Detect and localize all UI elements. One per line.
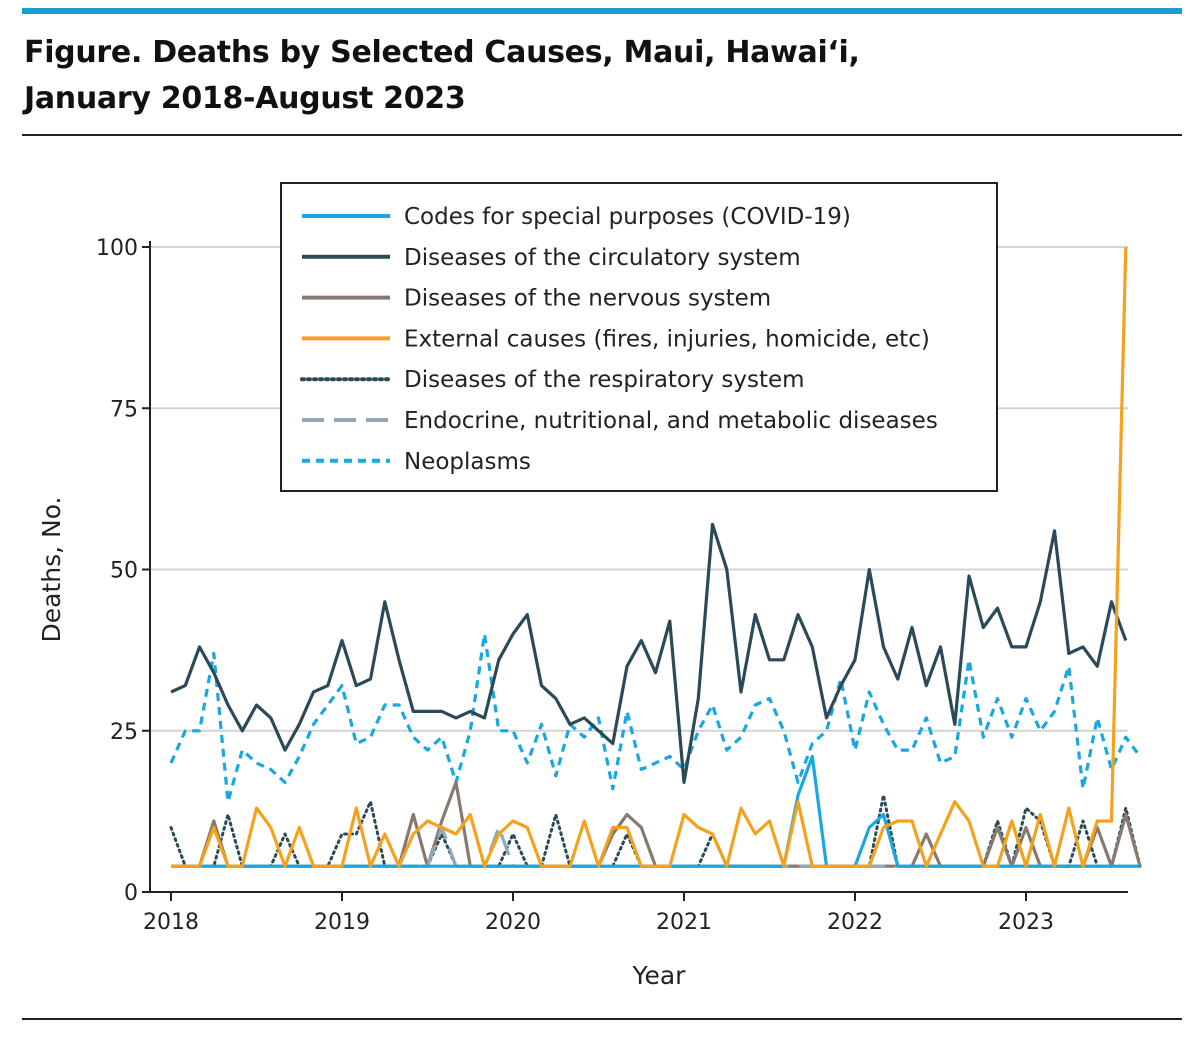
figure-title-line-2: January 2018-August 2023 [24, 81, 466, 116]
title-divider [22, 134, 1182, 136]
series-layer [169, 246, 1142, 868]
series-line-neoplasms [169, 632, 1142, 804]
x-tick-label-2023: 2023 [998, 910, 1054, 935]
axes-layer: 0 25 50 75 100 2018 2019 2020 2021 2022 2023 Year De… [37, 236, 1128, 990]
y-tick-label-100: 100 [96, 236, 138, 261]
x-tick-label-2022: 2022 [827, 910, 883, 935]
series-line-diseases-of-the-nervous-system [171, 780, 1142, 868]
legend-label-neoplasms: Neoplasms [404, 449, 531, 475]
x-tick-label-2018: 2018 [143, 910, 199, 935]
x-tick-label-2019: 2019 [314, 910, 370, 935]
bottom-divider [22, 1018, 1182, 1020]
x-tick-label-2020: 2020 [485, 910, 541, 935]
y-tick-label-0: 0 [124, 881, 138, 906]
legend-box [280, 182, 998, 492]
top-accent-bar [22, 8, 1182, 14]
y-tick-label-75: 75 [110, 397, 138, 422]
legend-label-diseases-of-the-respiratory-system: Diseases of the respiratory system [404, 367, 805, 393]
series-line-codes-for-special-purposes-covid-19 [171, 754, 1140, 868]
legend-label-diseases-of-the-circulatory-system: Diseases of the circulatory system [404, 245, 801, 271]
legend-label-diseases-of-the-nervous-system: Diseases of the nervous system [404, 286, 771, 312]
legend-label-endocrine-nutritional-and-metabolic-diseases: Endocrine, nutritional, and metabolic di… [404, 408, 938, 434]
x-axis-title: Year [632, 961, 687, 990]
figure-title-line-1: Figure. Deaths by Selected Causes, Maui,… [24, 35, 860, 70]
y-tick-label-25: 25 [110, 720, 138, 745]
legend-label-external-causes-fires-injuries-homicide-etc: External causes (fires, injuries, homici… [404, 326, 930, 352]
figure-title: Figure. Deaths by Selected Causes, Maui,… [24, 30, 1174, 122]
x-tick-label-2021: 2021 [656, 910, 712, 935]
legend: Codes for special purposes (COVID-19) Dis… [280, 182, 998, 492]
series-line-diseases-of-the-circulatory-system [170, 522, 1128, 785]
series-line-external-causes-fires-injuries-homicide-etc [171, 246, 1128, 868]
y-axis-title: Deaths, No. [37, 496, 66, 642]
y-tick-label-50: 50 [110, 559, 138, 584]
legend-label-codes-for-special-purposes-covid-19: Codes for special purposes (COVID-19) [404, 204, 851, 230]
